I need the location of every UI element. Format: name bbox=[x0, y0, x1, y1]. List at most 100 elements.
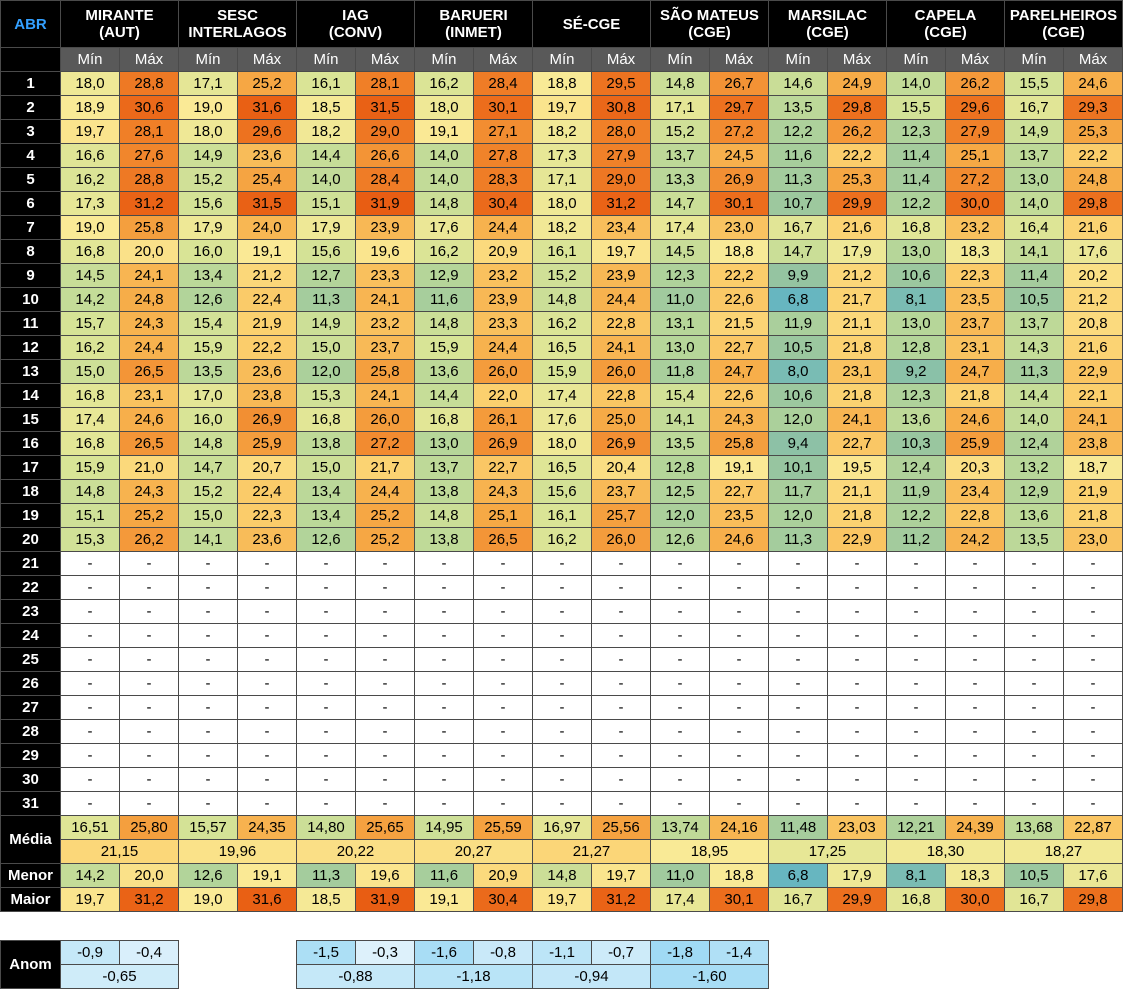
day-number: 31 bbox=[0, 791, 61, 816]
empty-cell: - bbox=[473, 575, 533, 600]
anom-min-cell: -0,9 bbox=[60, 940, 120, 965]
table-row: 26- - - - - - - - - - - - - - - - - - bbox=[0, 671, 1123, 696]
anom-min-cell: -1,1 bbox=[532, 940, 592, 965]
table-row: 7 19,0 25,8 17,9 24,0 17,9 23,9 17,6 24,4 18,2 23,… bbox=[0, 215, 1123, 240]
empty-cell: - bbox=[1004, 719, 1064, 744]
anom-blank bbox=[886, 940, 946, 965]
min-temp-cell: 14,4 bbox=[296, 143, 356, 168]
max-temp-cell: 27,2 bbox=[709, 119, 769, 144]
day-number: 18 bbox=[0, 479, 61, 504]
max-temp-cell: 21,5 bbox=[709, 311, 769, 336]
max-temp-cell: 26,5 bbox=[119, 359, 179, 384]
empty-cell: - bbox=[473, 623, 533, 648]
max-temp-cell: 20,7 bbox=[237, 455, 297, 480]
min-temp-cell: 19,7 bbox=[532, 95, 592, 120]
max-temp-cell: 20,3 bbox=[945, 455, 1005, 480]
empty-cell: - bbox=[945, 671, 1005, 696]
anom-min-cell: -1,5 bbox=[296, 940, 356, 965]
empty-cell: - bbox=[591, 575, 651, 600]
max-temp-cell: 26,9 bbox=[473, 431, 533, 456]
min-temp-cell: 13,7 bbox=[414, 455, 474, 480]
min-temp-cell: 10,6 bbox=[886, 263, 946, 288]
maior-cell: 31,2 bbox=[591, 887, 651, 912]
empty-cell: - bbox=[355, 671, 415, 696]
empty-cell: - bbox=[591, 623, 651, 648]
max-temp-cell: 26,1 bbox=[473, 407, 533, 432]
empty-cell: - bbox=[886, 671, 946, 696]
empty-cell: - bbox=[1004, 575, 1064, 600]
maior-cell: 29,9 bbox=[827, 887, 887, 912]
empty-cell: - bbox=[886, 791, 946, 816]
min-temp-cell: 14,9 bbox=[1004, 119, 1064, 144]
table-row: 15 17,4 24,6 16,0 26,9 16,8 26,0 16,8 26,1 17,6 25… bbox=[0, 407, 1123, 432]
empty-cell: - bbox=[886, 623, 946, 648]
max-temp-cell: 23,8 bbox=[237, 383, 297, 408]
min-temp-cell: 13,0 bbox=[886, 239, 946, 264]
max-temp-cell: 20,4 bbox=[591, 455, 651, 480]
empty-cell: - bbox=[827, 623, 887, 648]
max-temp-cell: 22,4 bbox=[237, 479, 297, 504]
media-cell: 25,56 bbox=[591, 815, 651, 840]
min-temp-cell: 15,5 bbox=[1004, 71, 1064, 96]
min-temp-cell: 14,7 bbox=[178, 455, 238, 480]
station-header: MARSILAC (CGE) bbox=[768, 0, 887, 48]
max-temp-cell: 23,4 bbox=[945, 479, 1005, 504]
empty-cell: - bbox=[178, 647, 238, 672]
max-temp-cell: 27,9 bbox=[591, 143, 651, 168]
min-temp-cell: 14,5 bbox=[650, 239, 710, 264]
min-temp-cell: 13,7 bbox=[1004, 311, 1064, 336]
max-temp-cell: 17,9 bbox=[827, 239, 887, 264]
station-name: SÉ-CGE bbox=[562, 15, 621, 33]
empty-cell: - bbox=[296, 767, 356, 792]
empty-cell: - bbox=[119, 623, 179, 648]
day-number: 4 bbox=[0, 143, 61, 168]
media-avg-cell: 21,15 bbox=[60, 839, 179, 864]
min-temp-cell: 15,1 bbox=[296, 191, 356, 216]
empty-cell: - bbox=[296, 599, 356, 624]
min-temp-cell: 12,0 bbox=[768, 407, 828, 432]
empty-cell: - bbox=[119, 767, 179, 792]
empty-cell: - bbox=[945, 575, 1005, 600]
min-temp-cell: 14,5 bbox=[60, 263, 120, 288]
empty-cell: - bbox=[827, 695, 887, 720]
max-header: Máx bbox=[709, 47, 769, 72]
max-temp-cell: 28,3 bbox=[473, 167, 533, 192]
menor-cell: 18,3 bbox=[945, 863, 1005, 888]
max-temp-cell: 31,9 bbox=[355, 191, 415, 216]
max-temp-cell: 21,9 bbox=[1063, 479, 1123, 504]
media-avg-cell: 20,22 bbox=[296, 839, 415, 864]
min-temp-cell: 17,3 bbox=[532, 143, 592, 168]
empty-cell: - bbox=[945, 599, 1005, 624]
max-temp-cell: 26,0 bbox=[591, 359, 651, 384]
max-temp-cell: 25,0 bbox=[591, 407, 651, 432]
max-temp-cell: 27,2 bbox=[355, 431, 415, 456]
min-temp-cell: 9,4 bbox=[768, 431, 828, 456]
min-temp-cell: 15,9 bbox=[178, 335, 238, 360]
max-temp-cell: 24,3 bbox=[119, 311, 179, 336]
empty-cell: - bbox=[237, 743, 297, 768]
media-cell: 15,57 bbox=[178, 815, 238, 840]
max-temp-cell: 19,1 bbox=[237, 239, 297, 264]
min-temp-cell: 15,7 bbox=[60, 311, 120, 336]
menor-cell: 17,6 bbox=[1063, 863, 1123, 888]
empty-cell: - bbox=[119, 695, 179, 720]
min-temp-cell: 9,2 bbox=[886, 359, 946, 384]
max-temp-cell: 24,1 bbox=[1063, 407, 1123, 432]
min-temp-cell: 16,0 bbox=[178, 407, 238, 432]
maior-cell: 30,0 bbox=[945, 887, 1005, 912]
empty-cell: - bbox=[886, 743, 946, 768]
min-temp-cell: 15,6 bbox=[296, 239, 356, 264]
empty-cell: - bbox=[1004, 623, 1064, 648]
max-temp-cell: 27,9 bbox=[945, 119, 1005, 144]
station-source: (INMET) bbox=[445, 24, 502, 41]
empty-cell: - bbox=[768, 671, 828, 696]
max-temp-cell: 25,8 bbox=[709, 431, 769, 456]
max-temp-cell: 24,1 bbox=[827, 407, 887, 432]
max-temp-cell: 21,8 bbox=[827, 335, 887, 360]
day-number: 7 bbox=[0, 215, 61, 240]
max-header: Máx bbox=[237, 47, 297, 72]
day-number: 9 bbox=[0, 263, 61, 288]
min-temp-cell: 14,3 bbox=[1004, 335, 1064, 360]
min-temp-cell: 12,6 bbox=[650, 527, 710, 552]
empty-cell: - bbox=[60, 647, 120, 672]
